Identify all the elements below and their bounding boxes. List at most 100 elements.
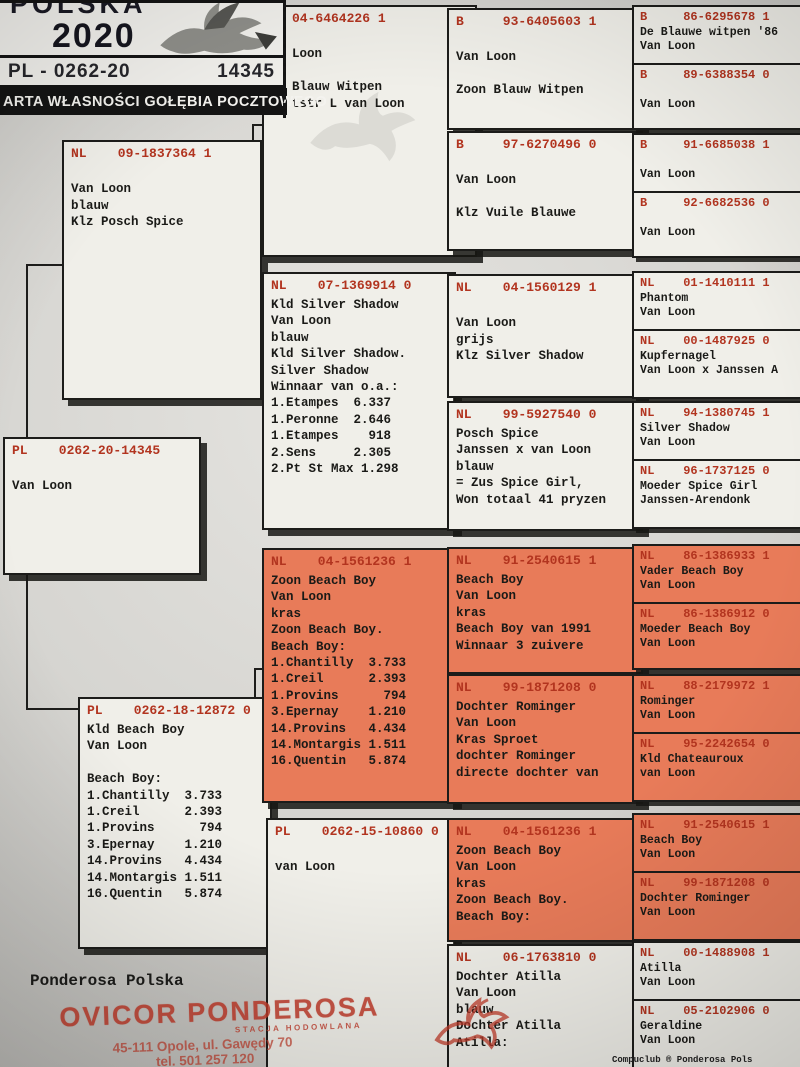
- pigeon-details: Loon Blauw Witpen tstr L van Loon: [292, 47, 405, 111]
- ring-number: NL 95-2242654 0: [640, 737, 770, 751]
- ring-number: B 97-6270496 0: [456, 137, 597, 152]
- ring-number: NL 06-1763810 0: [456, 950, 597, 965]
- ring-number: B 92-6682536 0: [640, 196, 770, 210]
- ring-number: NL 86-1386933 1: [640, 549, 770, 563]
- pedigree-box-g3-4: PL 0262-15-10860 0 van Loon: [266, 818, 456, 1067]
- pedigree-box-g5-9: NL 86-1386933 1 Vader Beach Boy Van Loon: [632, 544, 800, 611]
- company-name: Ponderosa Polska: [30, 972, 184, 990]
- pigeon-details: van Loon: [275, 860, 336, 875]
- pedigree-box-g5-10: NL 86-1386912 0 Moeder Beach Boy Van Loo…: [632, 602, 800, 670]
- certificate-header: POLSKA 2020 PL - 0262-20 14345: [0, 0, 286, 88]
- pedigree-box-g5-13: NL 91-2540615 1 Beach Boy Van Loon: [632, 813, 800, 880]
- pedigree-box-g5-15: NL 00-1488908 1 Atilla Van Loon: [632, 941, 800, 1008]
- pedigree-box-g5-5: NL 01-1410111 1 Phantom Van Loon: [632, 271, 800, 338]
- pedigree-box-g4-6: NL 99-1871208 0 Dochter Rominger Van Loo…: [447, 674, 643, 804]
- ring-number: NL 04-1560129 1: [456, 280, 597, 295]
- ring-number: NL 09-1837364 1: [71, 146, 212, 161]
- pedigree-box-g5-8: NL 96-1737125 0 Moeder Spice Girl Jansse…: [632, 459, 800, 529]
- pedigree-box-g5-12: NL 95-2242654 0 Kld Chateauroux van Loon: [632, 732, 800, 802]
- ring-number: NL 99-5927540 0: [456, 407, 597, 422]
- ring-number: NL 07-1369914 0: [271, 278, 412, 293]
- ring-number: B 93-6405603 1: [456, 14, 597, 29]
- ring-number: PL 0262-15-10860 0: [275, 824, 439, 839]
- ring-number: PL 0262-20-14345: [12, 443, 161, 458]
- pedigree-box-g4-5: NL 91-2540615 1 Beach Boy Van Loon kras …: [447, 547, 643, 674]
- pigeon-watermark: [310, 91, 416, 162]
- ring-number: NL 91-2540615 1: [456, 553, 597, 568]
- ring-number: NL 04-1561236 1: [271, 554, 412, 569]
- software-credit: Compuclub ® Ponderosa Pols: [612, 1055, 753, 1065]
- subject-box: PL 0262-20-14345 Van Loon: [3, 437, 201, 575]
- stamp-pigeon-icon: [434, 997, 510, 1050]
- ring-number-row: PL - 0262-20 14345: [0, 55, 283, 85]
- pedigree-box-g5-7: NL 94-1380745 1 Silver Shadow Van Loon: [632, 401, 800, 468]
- pigeon-details: Van Loon: [640, 167, 696, 181]
- sire-box: NL 09-1837364 1 Van Loon blauw Klz Posch…: [62, 140, 262, 400]
- country-label: POLSKA: [10, 0, 147, 19]
- pigeon-details: Phantom Van Loon: [640, 292, 696, 319]
- ring-number: NL 99-1871208 0: [456, 680, 597, 695]
- ring-number: B 91-6685038 1: [640, 138, 770, 152]
- pedigree-box-g4-1: B 93-6405603 1 Van Loon Zoon Blauw Witpe…: [447, 8, 643, 130]
- ring-number: NL 00-1488908 1: [640, 946, 770, 960]
- ring-number: B 89-6388354 0: [640, 68, 770, 82]
- pigeon-details: Kld Silver Shadow Van Loon blauw Kld Sil…: [271, 298, 407, 477]
- ring-number: NL 91-2540615 1: [640, 818, 770, 832]
- pigeon-details: Beach Boy Van Loon: [640, 834, 703, 861]
- pigeon-details: Moeder Beach Boy Van Loon: [640, 623, 751, 650]
- pedigree-box-g5-2: B 89-6388354 0 Van Loon: [632, 63, 800, 130]
- pedigree-box-g3-1: 04-6464226 1 Loon Blauw Witpen tstr L va…: [262, 5, 477, 257]
- pigeon-details: Kupfernagel Van Loon x Janssen A: [640, 350, 779, 377]
- pedigree-box-g5-14: NL 99-1871208 0 Dochter Rominger Van Loo…: [632, 871, 800, 941]
- pedigree-box-g4-8: NL 06-1763810 0 Dochter Atilla Van Loon …: [447, 944, 643, 1067]
- ring-series: PL - 0262-20: [8, 60, 131, 82]
- pigeon-details: Kld Beach Boy Van Loon Beach Boy: 1.Chan…: [87, 723, 223, 902]
- ring-number: NL 96-1737125 0: [640, 464, 770, 478]
- ring-number: NL 00-1487925 0: [640, 334, 770, 348]
- pigeon-details: Van Loon blauw Klz Posch Spice: [71, 182, 184, 230]
- ring-number: NL 86-1386912 0: [640, 607, 770, 621]
- pigeon-details: Moeder Spice Girl Janssen-Arendonk: [640, 480, 758, 507]
- pedigree-box-g5-1: B 86-6295678 1 De Blauwe witpen '86 Van …: [632, 5, 800, 72]
- pigeon-details: Rominger Van Loon: [640, 695, 696, 722]
- pigeon-details: Zoon Beach Boy Van Loon kras Zoon Beach …: [456, 844, 569, 924]
- card-dashed-edge: [283, 2, 286, 118]
- ring-number: NL 05-2102906 0: [640, 1004, 770, 1018]
- ring-number: B 86-6295678 1: [640, 10, 770, 24]
- pedigree-box-g5-6: NL 00-1487925 0 Kupfernagel Van Loon x J…: [632, 329, 800, 399]
- pigeon-details: Van Loon grijs Klz Silver Shadow: [456, 316, 584, 364]
- pigeon-details: Van Loon: [640, 225, 696, 239]
- pedigree-box-g5-3: B 91-6685038 1 Van Loon: [632, 133, 800, 200]
- pedigree-box-g5-11: NL 88-2179972 1 Rominger Van Loon: [632, 674, 800, 741]
- pigeon-details: Kld Chateauroux van Loon: [640, 753, 744, 780]
- ring-number: NL 99-1871208 0: [640, 876, 770, 890]
- pedigree-box-g4-3: NL 04-1560129 1 Van Loon grijs Klz Silve…: [447, 274, 643, 398]
- pigeon-details: Posch Spice Janssen x van Loon blauw = Z…: [456, 427, 607, 507]
- ring-number: PL 0262-18-12872 0: [87, 703, 251, 718]
- banner-text: ARTA WŁASNOŚCI GOŁĘBIA POCZTOWEGO: [3, 93, 328, 110]
- ring-number: NL 94-1380745 1: [640, 406, 770, 420]
- pigeon-details: Dochter Rominger Van Loon: [640, 892, 751, 919]
- pedigree-box-g3-2: NL 07-1369914 0 Kld Silver Shadow Van Lo…: [262, 272, 456, 530]
- dam-box: PL 0262-18-12872 0 Kld Beach Boy Van Loo…: [78, 697, 272, 949]
- ring-number: NL 04-1561236 1: [456, 824, 597, 839]
- pigeon-details: Atilla Van Loon: [640, 962, 696, 989]
- pedigree-box-g4-2: B 97-6270496 0 Van Loon Klz Vuile Blauwe: [447, 131, 643, 251]
- pigeon-details: Van Loon: [12, 479, 73, 494]
- pedigree-box-g5-16: NL 05-2102906 0 Geraldine Van Loon: [632, 999, 800, 1067]
- connector-line: [26, 708, 80, 710]
- ring-serial: 14345: [217, 60, 275, 82]
- ring-number: NL 01-1410111 1: [640, 276, 770, 290]
- ownership-banner: ARTA WŁASNOŚCI GOŁĘBIA POCZTOWEGO: [0, 88, 327, 115]
- pigeon-details: Vader Beach Boy Van Loon: [640, 565, 744, 592]
- connector-line: [252, 124, 264, 126]
- pigeon-details: Van Loon Klz Vuile Blauwe: [456, 173, 577, 221]
- connector-line: [26, 264, 64, 266]
- pigeon-details: Silver Shadow Van Loon: [640, 422, 730, 449]
- pigeon-details: Geraldine Van Loon: [640, 1020, 703, 1047]
- ring-number: NL 88-2179972 1: [640, 679, 770, 693]
- year-label: 2020: [52, 17, 136, 55]
- ring-number: 04-6464226 1: [292, 11, 386, 26]
- pedigree-box-g4-7: NL 04-1561236 1 Zoon Beach Boy Van Loon …: [447, 818, 643, 942]
